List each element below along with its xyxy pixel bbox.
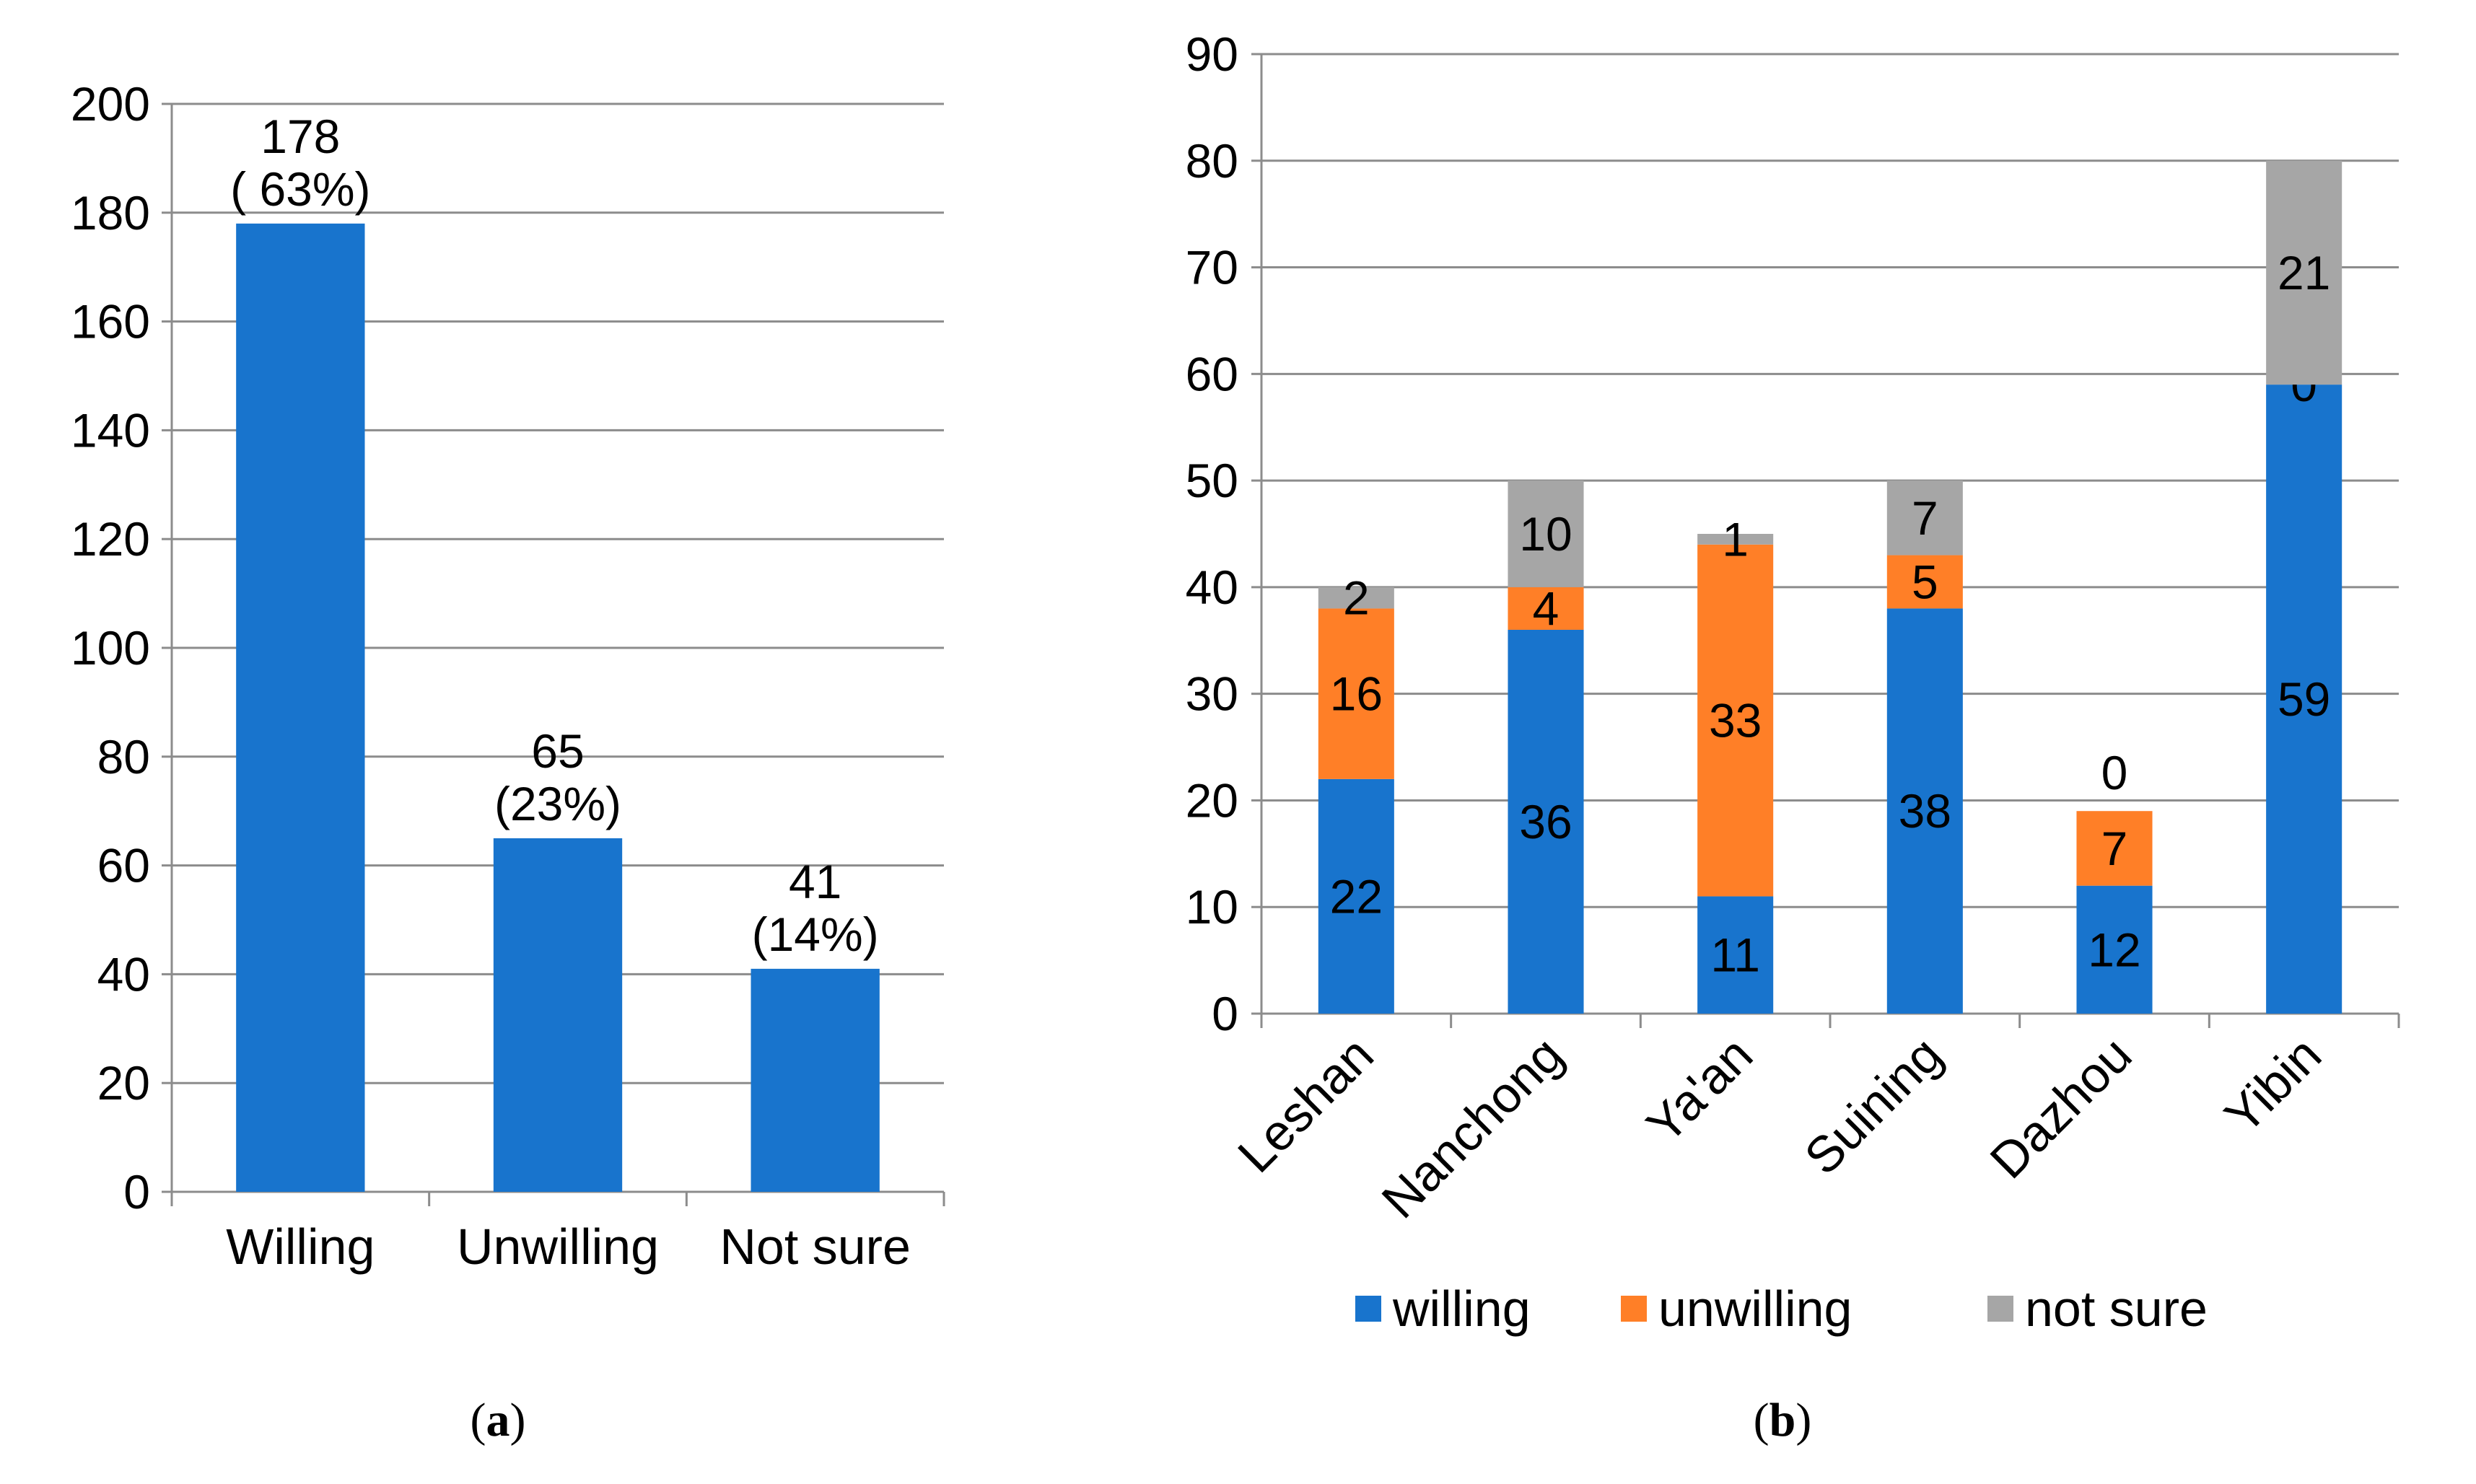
data-label-unwilling-value: 65 bbox=[531, 724, 584, 778]
legend-swatch-unwilling bbox=[1621, 1296, 1647, 1322]
bar-nanchong-unwilling bbox=[1508, 587, 1584, 630]
y-tick-label-a: 160 bbox=[71, 295, 150, 348]
bar-ya-an-not-sure bbox=[1697, 534, 1774, 545]
caption-b-letter: b bbox=[1769, 1394, 1796, 1446]
x-label-willing: Willing bbox=[226, 1219, 375, 1275]
caption-a: (a) bbox=[471, 1394, 526, 1446]
y-tick-label-b: 0 bbox=[1212, 987, 1238, 1040]
y-tick-label-a: 200 bbox=[71, 77, 150, 131]
data-label-yibin-willing: 59 bbox=[2278, 672, 2330, 726]
data-label-suining-willing: 38 bbox=[1899, 784, 1951, 838]
x-label-yibin: Yibin bbox=[2214, 1026, 2332, 1143]
bar-suining-not-sure bbox=[1886, 480, 1963, 556]
legend-label-unwilling: unwilling bbox=[1658, 1281, 1852, 1337]
data-label-ya-an-not-sure: 1 bbox=[1722, 512, 1749, 566]
y-tick-label-b: 90 bbox=[1186, 27, 1238, 81]
bar-nanchong-willing bbox=[1508, 630, 1584, 1014]
data-label-dazhou-willing: 12 bbox=[2088, 923, 2140, 976]
chart-a: 0 20 40 60 80 100 120 140 160 180 200 Willing 178( 6… bbox=[71, 77, 945, 1275]
data-label-not-sure-percent: (14%) bbox=[752, 908, 879, 961]
data-label-willing-percent: ( 63%) bbox=[230, 162, 370, 216]
bar-suining-unwilling bbox=[1886, 555, 1963, 609]
bar-leshan-willing bbox=[1318, 778, 1394, 1014]
bar-ya-an-unwilling bbox=[1697, 544, 1774, 897]
data-label-suining-not-sure: 7 bbox=[1912, 491, 1938, 545]
y-tick-label-b: 60 bbox=[1186, 347, 1238, 400]
legend-label-not-sure: not sure bbox=[2025, 1281, 2208, 1337]
y-tick-label-a: 40 bbox=[97, 947, 150, 1001]
y-tick-label-b: 70 bbox=[1186, 241, 1238, 294]
y-tick-label-b: 80 bbox=[1186, 134, 1238, 188]
x-label-dazhou: Dazhou bbox=[1980, 1026, 2143, 1189]
y-tick-label-b: 40 bbox=[1186, 561, 1238, 614]
y-tick-label-a: 20 bbox=[97, 1056, 150, 1110]
bar-ya-an-willing bbox=[1697, 896, 1774, 1014]
legend-swatch-not-sure bbox=[1987, 1296, 2013, 1322]
bar-unwilling bbox=[493, 838, 623, 1192]
data-label-ya-an-unwilling: 33 bbox=[1709, 694, 1762, 747]
x-label-ya-an: Ya'an bbox=[1636, 1026, 1764, 1154]
data-label-suining-unwilling: 5 bbox=[1912, 556, 1938, 609]
data-label-nanchong-not-sure: 10 bbox=[1519, 507, 1572, 561]
bar-leshan-not-sure bbox=[1318, 587, 1394, 609]
y-tick-label-a: 120 bbox=[71, 512, 150, 566]
bar-dazhou-willing bbox=[2076, 885, 2153, 1014]
bar-dazhou-unwilling bbox=[2076, 811, 2153, 886]
y-tick-label-b: 30 bbox=[1186, 667, 1238, 721]
bar-not-sure bbox=[751, 968, 880, 1192]
bar-willing bbox=[236, 223, 365, 1192]
bar-nanchong-not-sure bbox=[1508, 480, 1584, 587]
bar-leshan-unwilling bbox=[1318, 608, 1394, 779]
x-label-not-sure: Not sure bbox=[719, 1219, 911, 1275]
data-label-nanchong-willing: 36 bbox=[1519, 795, 1572, 848]
y-tick-label-a: 80 bbox=[97, 730, 150, 783]
data-label-ya-an-willing: 11 bbox=[1710, 928, 1760, 982]
data-label-dazhou-unwilling: 7 bbox=[2101, 822, 2128, 875]
y-tick-label-a: 60 bbox=[97, 839, 150, 892]
y-tick-label-b: 10 bbox=[1186, 880, 1238, 934]
x-label-suining: Suining bbox=[1794, 1026, 1953, 1185]
caption-a-letter: a bbox=[486, 1394, 510, 1446]
y-tick-label-a: 100 bbox=[71, 621, 150, 675]
y-tick-label-b: 20 bbox=[1186, 773, 1238, 827]
data-label-yibin-not-sure: 21 bbox=[2278, 246, 2330, 299]
chart-b: 010203040506070809022162Leshan36410Nanch… bbox=[1186, 27, 2400, 1337]
data-label-dazhou-not-sure: 0 bbox=[2101, 746, 2128, 799]
y-tick-label-b: 50 bbox=[1186, 454, 1238, 507]
x-label-nanchong: Nanchong bbox=[1371, 1026, 1574, 1229]
x-label-unwilling: Unwilling bbox=[457, 1219, 659, 1275]
legend-swatch-willing bbox=[1355, 1296, 1381, 1322]
data-label-leshan-not-sure: 2 bbox=[1343, 571, 1370, 625]
bar-yibin-willing bbox=[2266, 385, 2342, 1014]
data-label-leshan-willing: 22 bbox=[1330, 869, 1383, 923]
bar-suining-willing bbox=[1886, 608, 1963, 1014]
y-tick-label-a: 0 bbox=[123, 1165, 150, 1219]
y-tick-label-a: 180 bbox=[71, 186, 150, 240]
y-tick-label-a: 140 bbox=[71, 403, 150, 457]
data-label-not-sure-value: 41 bbox=[789, 855, 841, 908]
data-label-leshan-unwilling: 16 bbox=[1330, 667, 1383, 721]
x-label-leshan: Leshan bbox=[1227, 1026, 1384, 1183]
data-label-willing-value: 178 bbox=[261, 110, 340, 163]
data-label-nanchong-unwilling: 4 bbox=[1533, 581, 1559, 635]
data-label-unwilling-percent: (23%) bbox=[494, 777, 621, 830]
bar-yibin-not-sure bbox=[2266, 160, 2342, 385]
caption-b: (b) bbox=[1754, 1394, 1812, 1446]
legend-label-willing: willing bbox=[1392, 1281, 1531, 1337]
